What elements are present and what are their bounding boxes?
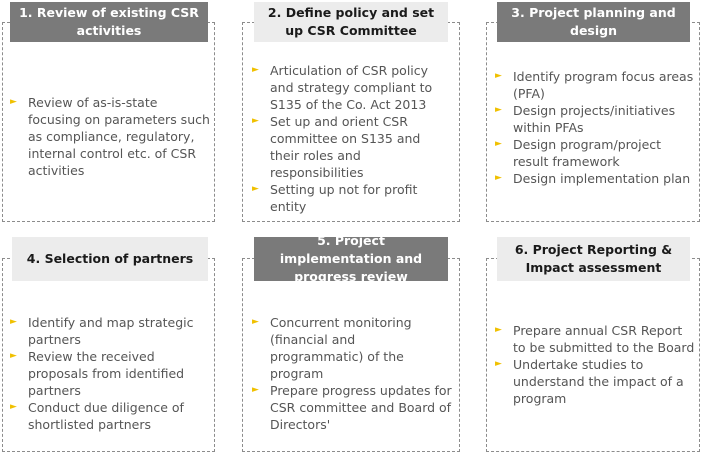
bullet-icon: ► [10, 97, 17, 107]
step-title-text: 6. Project Reporting & Impact assessment [514, 242, 673, 275]
bullet-icon: ► [10, 402, 17, 412]
step-items-1: ► Review of as-is-state focusing on param… [10, 94, 210, 179]
bullet-icon: ► [252, 317, 259, 327]
step-title-3: 3. Project planning and design [497, 2, 690, 42]
step-title-text: 2. Define policy and set up CSR Committe… [267, 5, 435, 38]
step-title-6: 6. Project Reporting & Impact assessment [497, 237, 690, 281]
list-item: ► Identify program focus areas (PFA) [495, 69, 694, 101]
bullet-icon: ► [495, 139, 502, 149]
step-title-text: 4. Selection of partners [26, 251, 194, 266]
list-item: ► Setting up not for profit entity [252, 182, 418, 214]
bullet-icon: ► [495, 105, 502, 115]
bullet-icon: ► [495, 173, 502, 183]
bullet-icon: ► [10, 351, 17, 361]
step-title-5: 5. Project implementation and progress r… [254, 233, 448, 284]
list-item: ► Undertake studies to understand the imp… [495, 357, 684, 406]
list-item: ► Set up and orient CSR committee on S135… [252, 114, 421, 180]
step-items-5: ► Concurrent monitoring (financial and pr… [252, 314, 452, 433]
list-item: ► Design implementation plan [495, 171, 691, 186]
bullet-icon: ► [495, 359, 502, 369]
bullet-icon: ► [495, 325, 502, 335]
list-item: ► Design program/project result framework [495, 137, 662, 169]
list-item: ► Prepare annual CSR Report to be submitt… [495, 323, 695, 355]
bullet-icon: ► [495, 71, 502, 81]
list-item: ► Identify and map strategic partners [10, 315, 194, 347]
list-item: ► Design projects/initiatives within PFAs [495, 103, 676, 135]
bullet-icon: ► [10, 317, 17, 327]
step-items-6: ► Prepare annual CSR Report to be submitt… [495, 322, 695, 407]
step-title-4: 4. Selection of partners [12, 237, 208, 281]
list-item: ► Articulation of CSR policy and strategy… [252, 63, 433, 112]
step-items-3: ► Identify program focus areas (PFA) ► Des… [495, 68, 695, 187]
list-item: ► Concurrent monitoring (financial and pr… [252, 315, 412, 381]
step-items-2: ► Articulation of CSR policy and strategy… [252, 62, 452, 215]
bullet-icon: ► [252, 116, 259, 126]
bullet-icon: ► [252, 184, 259, 194]
step-items-4: ► Identify and map strategic partners ► Re… [10, 314, 210, 433]
bullet-icon: ► [252, 65, 259, 75]
list-item: ► Conduct due diligence of shortlisted pa… [10, 400, 184, 432]
step-title-2: 2. Define policy and set up CSR Committe… [254, 2, 448, 42]
step-title-text: 3. Project planning and design [511, 5, 676, 38]
list-item: ► Prepare progress updates for CSR commit… [252, 383, 452, 432]
step-title-text: 1. Review of existing CSR activities [19, 5, 199, 38]
list-item: ► Review of as-is-state focusing on param… [10, 95, 210, 178]
step-title-text: 5. Project implementation and progress r… [279, 233, 423, 284]
list-item: ► Review the received proposals from iden… [10, 349, 185, 398]
step-title-1: 1. Review of existing CSR activities [10, 2, 208, 42]
bullet-icon: ► [252, 385, 259, 395]
